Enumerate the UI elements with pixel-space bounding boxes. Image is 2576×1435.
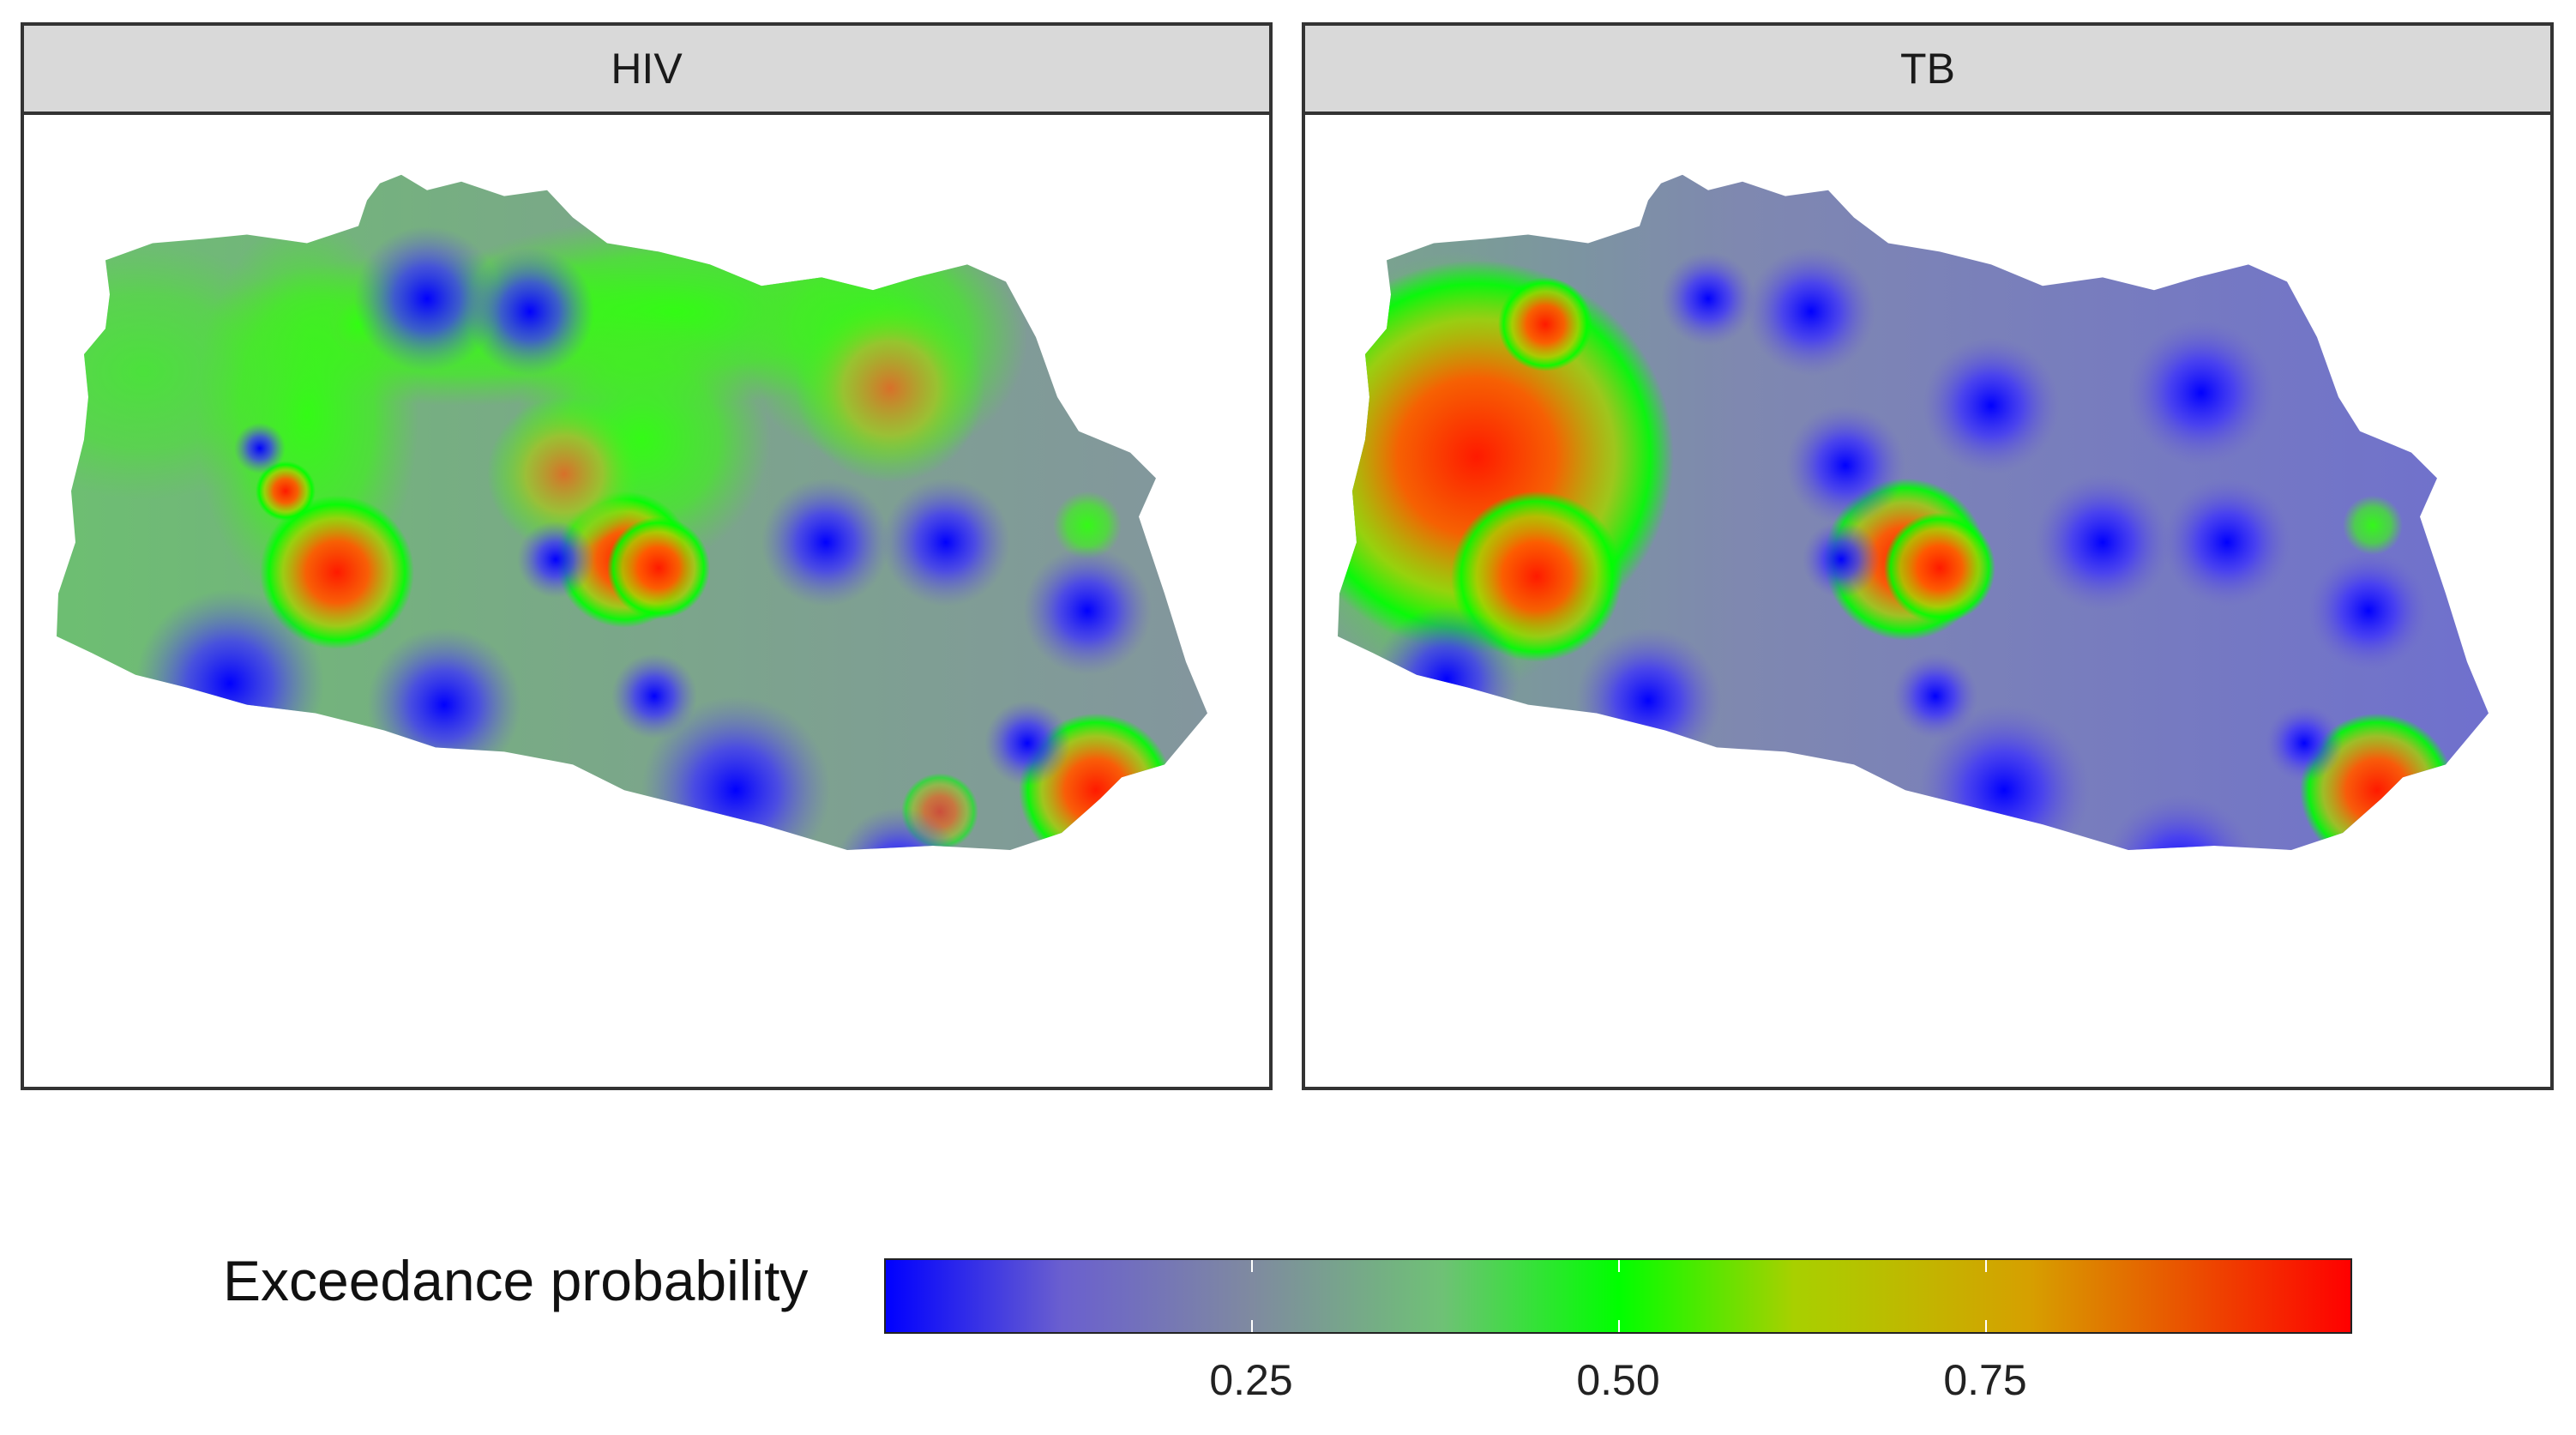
panel-hiv: HIV bbox=[21, 22, 1273, 1090]
colorbar-label-075: 0.75 bbox=[1943, 1356, 2027, 1404]
panel-strip-label: HIV bbox=[24, 26, 1269, 115]
panel-tb: TB bbox=[1302, 22, 2554, 1090]
colorbar-tick-bottom bbox=[1985, 1320, 1987, 1332]
legend-colorbar bbox=[884, 1258, 2352, 1334]
map-tb bbox=[1305, 115, 2550, 1087]
colorbar-tick-top bbox=[1985, 1260, 1987, 1272]
colorbar-label-050: 0.50 bbox=[1576, 1356, 1660, 1404]
colorbar-label-025: 0.25 bbox=[1209, 1356, 1293, 1404]
map-hiv bbox=[24, 115, 1269, 1087]
legend-title: Exceedance probability bbox=[223, 1249, 809, 1312]
colorbar-tick-bottom bbox=[1251, 1320, 1253, 1332]
colorbar-tick-top bbox=[1251, 1260, 1253, 1272]
panel-strip-label: TB bbox=[1305, 26, 2550, 115]
colorbar-tick-top bbox=[1618, 1260, 1620, 1272]
colorbar-tick-bottom bbox=[1618, 1320, 1620, 1332]
